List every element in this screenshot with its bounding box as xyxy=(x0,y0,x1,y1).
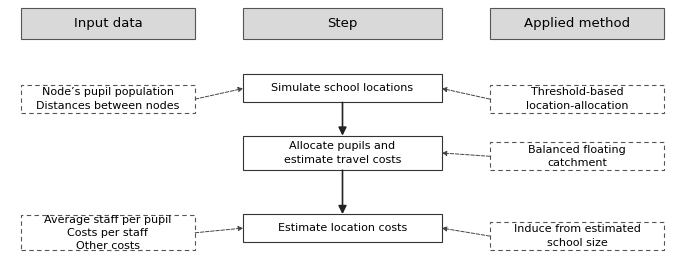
Text: Node’s pupil population
Distances between nodes: Node’s pupil population Distances betwee… xyxy=(36,88,179,111)
Text: Input data: Input data xyxy=(73,17,142,30)
Text: Average staff per pupil
Costs per staff
Other costs: Average staff per pupil Costs per staff … xyxy=(45,215,171,251)
Text: Allocate pupils and
estimate travel costs: Allocate pupils and estimate travel cost… xyxy=(284,141,401,165)
Text: Step: Step xyxy=(327,17,358,30)
Bar xyxy=(243,74,442,102)
Text: Simulate school locations: Simulate school locations xyxy=(271,84,414,93)
Bar xyxy=(490,8,664,39)
Bar xyxy=(243,214,442,242)
Text: Induce from estimated
school size: Induce from estimated school size xyxy=(514,225,640,248)
Bar xyxy=(490,85,664,113)
Bar xyxy=(490,142,664,170)
Bar xyxy=(243,136,442,170)
Text: Estimate location costs: Estimate location costs xyxy=(278,223,407,233)
Bar xyxy=(490,222,664,250)
Text: Applied method: Applied method xyxy=(524,17,630,30)
Bar xyxy=(243,8,442,39)
Bar xyxy=(21,215,195,250)
Bar xyxy=(21,8,195,39)
Text: Balanced floating
catchment: Balanced floating catchment xyxy=(528,145,626,168)
Bar xyxy=(21,85,195,113)
Text: Threshold-based
location-allocation: Threshold-based location-allocation xyxy=(526,88,628,111)
